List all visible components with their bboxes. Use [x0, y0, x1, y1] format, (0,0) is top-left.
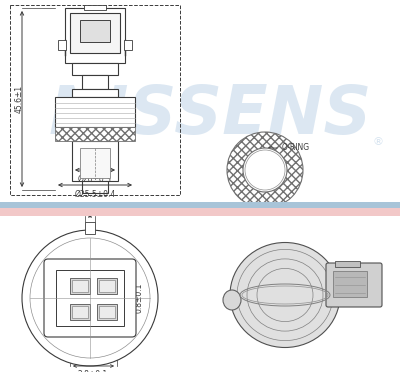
Bar: [70, 304, 90, 320]
Bar: [80, 148, 110, 178]
Bar: [97, 278, 117, 294]
Bar: [0, 208, 400, 216]
Bar: [0, 202, 400, 208]
Bar: [56, 270, 124, 326]
Bar: [333, 271, 367, 297]
Bar: [72, 141, 118, 181]
Ellipse shape: [223, 290, 241, 310]
Circle shape: [227, 132, 303, 208]
FancyBboxPatch shape: [44, 259, 136, 337]
Circle shape: [30, 238, 150, 358]
Bar: [97, 304, 117, 320]
Bar: [72, 280, 88, 292]
Bar: [335, 261, 360, 267]
Circle shape: [22, 230, 158, 366]
Bar: [70, 278, 90, 294]
Bar: [82, 181, 108, 193]
Text: NISSENS: NISSENS: [48, 82, 372, 148]
Bar: [124, 40, 132, 50]
Bar: [65, 8, 125, 63]
Bar: [55, 127, 135, 141]
Bar: [80, 20, 110, 42]
Text: 2.8±0.1: 2.8±0.1: [78, 370, 108, 372]
Text: Ø25.5±0.4: Ø25.5±0.4: [74, 190, 116, 199]
Text: O-RING: O-RING: [282, 144, 310, 153]
Bar: [10, 5, 180, 195]
Text: Ø20±0.3: Ø20±0.3: [78, 175, 112, 184]
Text: 6±0.1: 6±0.1: [78, 203, 102, 212]
Bar: [70, 13, 120, 53]
Ellipse shape: [230, 243, 340, 347]
Bar: [72, 306, 88, 318]
Bar: [99, 280, 115, 292]
Bar: [58, 40, 66, 50]
Bar: [82, 75, 108, 89]
Bar: [55, 97, 135, 127]
Circle shape: [243, 148, 287, 192]
Bar: [99, 306, 115, 318]
Bar: [72, 89, 118, 97]
Bar: [85, 222, 95, 234]
Text: ®: ®: [372, 137, 384, 147]
Bar: [84, 5, 106, 10]
Text: 0.8±0.1: 0.8±0.1: [135, 283, 144, 313]
FancyBboxPatch shape: [326, 263, 382, 307]
Bar: [72, 63, 118, 75]
Text: 45.6±1: 45.6±1: [14, 85, 24, 113]
Circle shape: [245, 150, 285, 190]
